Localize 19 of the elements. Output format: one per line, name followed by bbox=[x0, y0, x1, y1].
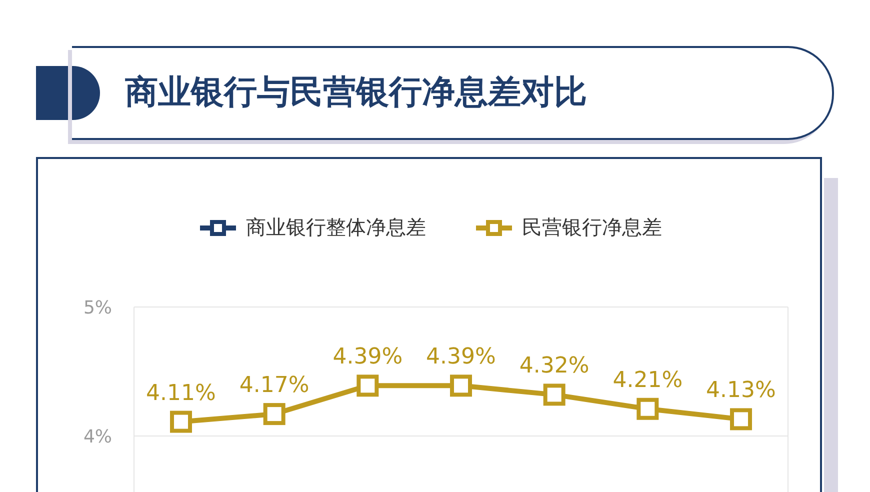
chart-title: 商业银行与民营银行净息差对比 bbox=[125, 71, 587, 113]
point bbox=[730, 408, 752, 430]
data-label: 4.11% bbox=[146, 380, 216, 406]
point bbox=[263, 403, 286, 426]
data-label: 4.32% bbox=[519, 354, 590, 379]
y-tick-label: 4% bbox=[83, 426, 112, 448]
point bbox=[170, 410, 192, 433]
point bbox=[450, 374, 472, 397]
point bbox=[543, 384, 566, 406]
y-tick-label: 5% bbox=[83, 297, 112, 318]
data-label: 4.39% bbox=[426, 344, 496, 370]
data-label: 4.13% bbox=[706, 378, 776, 404]
point bbox=[636, 398, 659, 420]
data-label: 4.39% bbox=[332, 344, 403, 370]
data-label: 4.21% bbox=[612, 368, 683, 393]
data-label: 4.17% bbox=[239, 373, 310, 398]
legend-label: 民营银行净息差 bbox=[522, 214, 662, 241]
point bbox=[356, 374, 379, 397]
legend-label: 商业银行整体净息差 bbox=[246, 214, 426, 241]
